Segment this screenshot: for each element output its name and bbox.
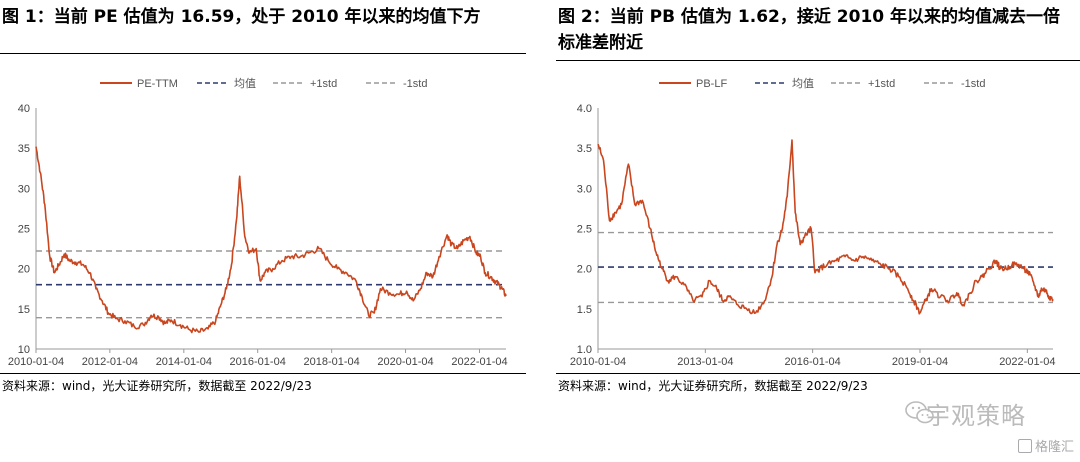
legend-label: 均值 <box>792 77 814 90</box>
figure-2-source: 资料来源：wind，光大证券研究所，数据截至 2022/9/23 <box>558 379 868 393</box>
legend-label: -1std <box>403 78 427 90</box>
x-tick-label: 2010-01-04 <box>8 356 64 368</box>
figure-1-title-rule <box>0 53 526 54</box>
brand-text: 格隆汇 <box>1034 440 1074 455</box>
figure-1-source: 资料来源：wind，光大证券研究所，数据截至 2022/9/23 <box>2 379 312 393</box>
x-tick-label: 2022-01-04 <box>451 356 507 368</box>
y-tick-label: 2.5 <box>577 224 592 236</box>
y-tick-label: 10 <box>18 344 30 356</box>
figure-1-chart: 10 15 20 25 30 35 40 2010-01-04 2012-01-04 2014-0… <box>8 77 508 368</box>
wechat-icon <box>905 401 934 424</box>
figure-2-title: 图 2：当前 PB 估值为 1.62，接近 2010 年以来的均值减去一倍标准差… <box>558 7 1061 53</box>
y-tick-label: 35 <box>18 143 30 155</box>
y-tick-label: 1.5 <box>577 304 592 316</box>
legend-label: +1std <box>310 78 337 90</box>
x-tick-label: 2014-01-04 <box>156 356 212 368</box>
y-tick-label: 3.5 <box>577 143 592 155</box>
y-tick-label: 2.0 <box>577 264 592 276</box>
x-tick-label: 2013-01-04 <box>677 356 733 368</box>
figure-2-title-rule <box>556 60 1080 61</box>
x-tick-label: 2022-01-04 <box>999 356 1055 368</box>
legend-label: PE-TTM <box>137 78 178 90</box>
y-tick-label: 1.0 <box>577 344 592 356</box>
brand-logo-icon <box>1017 439 1032 453</box>
x-tick-label: 2016-01-04 <box>784 356 840 368</box>
figure-2-chart: 1.0 1.5 2.0 2.5 3.0 3.5 4.0 2010-01-04 2013-01-0… <box>570 77 1056 368</box>
figure-2-bottom-rule <box>556 373 1080 374</box>
y-tick-label: 4.0 <box>577 103 592 115</box>
x-tick-label: 2012-01-04 <box>82 356 138 368</box>
x-tick-label: 2020-01-04 <box>377 356 433 368</box>
x-tick-label: 2019-01-04 <box>892 356 948 368</box>
y-tick-label: 30 <box>18 183 30 195</box>
legend-label: 均值 <box>234 77 256 90</box>
legend-label: +1std <box>868 78 895 90</box>
x-tick-label: 2010-01-04 <box>570 356 626 368</box>
y-tick-label: 25 <box>18 224 30 236</box>
y-tick-label: 3.0 <box>577 183 592 195</box>
y-tick-label: 40 <box>18 103 30 115</box>
legend-label: -1std <box>961 78 985 90</box>
legend-label: PB-LF <box>696 78 727 90</box>
y-tick-label: 15 <box>18 304 30 316</box>
watermark-text: 宇观策略 <box>926 402 1026 430</box>
series-line-pb-lf <box>597 139 1054 315</box>
x-tick-label: 2016-01-04 <box>230 356 286 368</box>
figure-1-title: 图 1：当前 PE 估值为 16.59，处于 2010 年以来的均值下方 <box>2 7 481 27</box>
x-tick-label: 2018-01-04 <box>304 356 360 368</box>
series-line-pe-ttm <box>35 146 507 334</box>
brand-watermark: 格隆汇 <box>1017 436 1074 455</box>
y-tick-label: 20 <box>18 264 30 276</box>
figure-1-bottom-rule <box>0 373 526 374</box>
